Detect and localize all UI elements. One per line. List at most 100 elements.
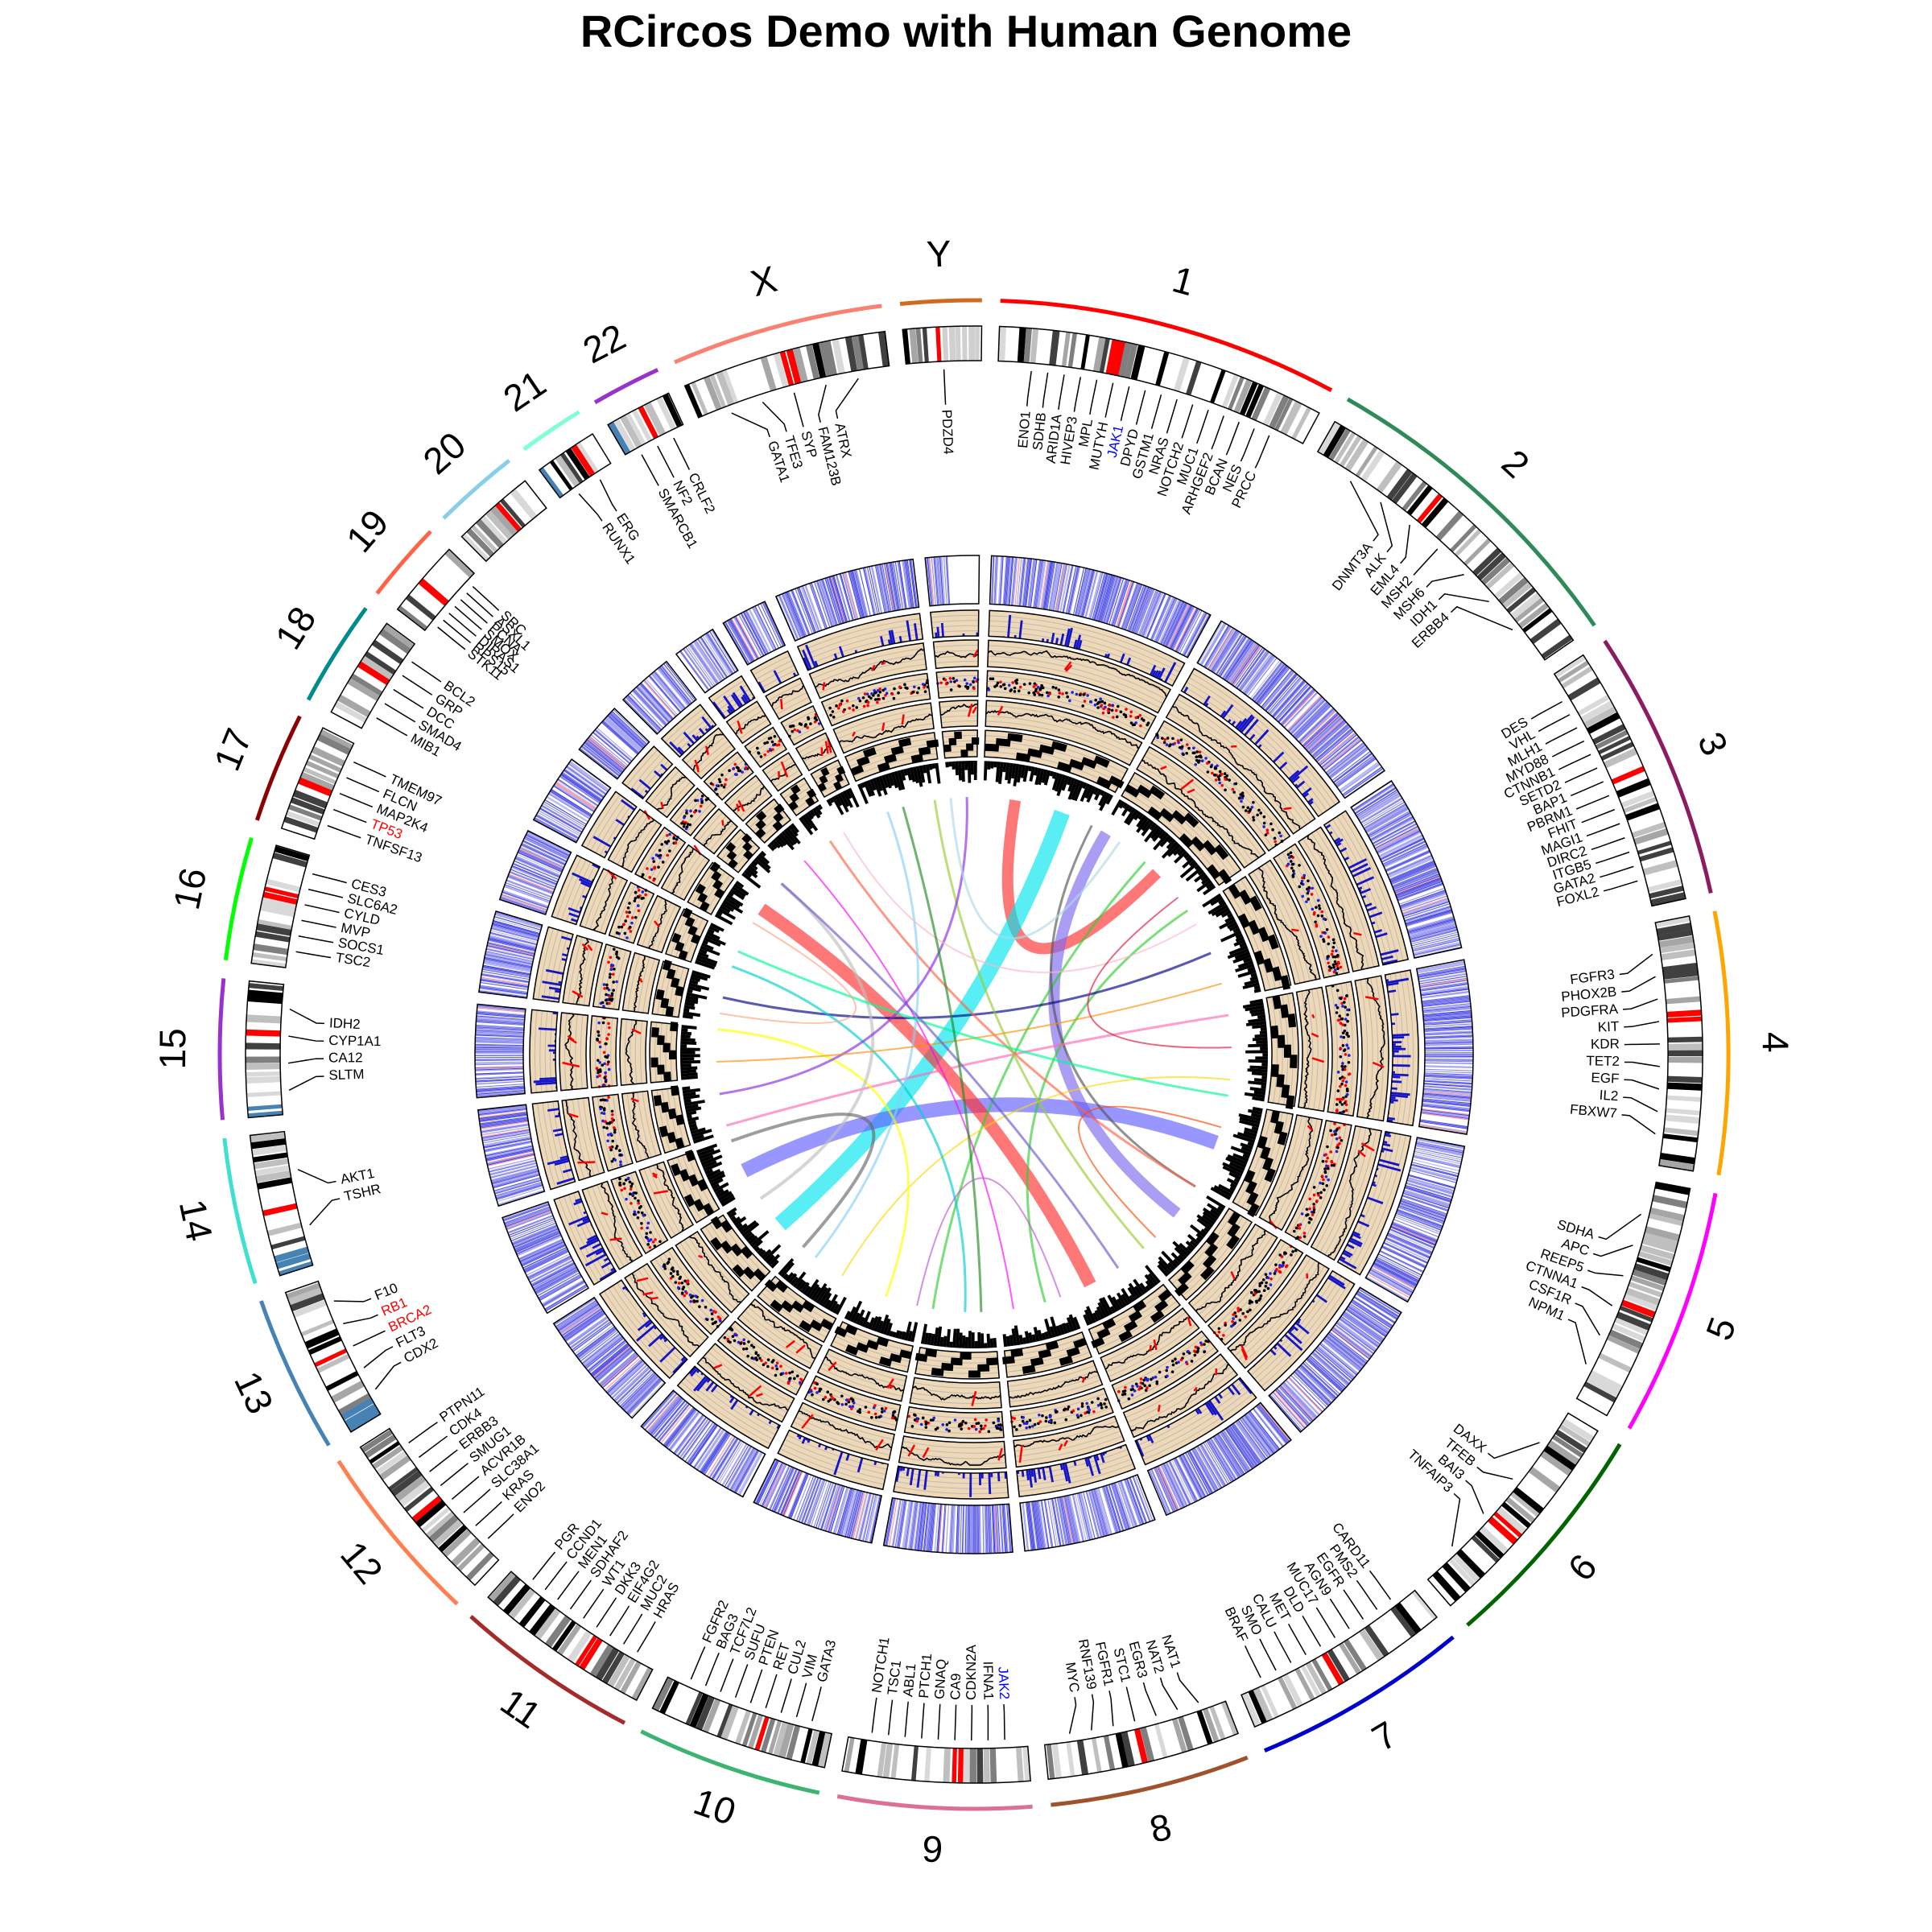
ideogram-outline-15 [245,980,285,1119]
heatmap-cell [487,942,535,954]
scatter-point [964,1421,968,1425]
heatmap-cell [603,720,640,753]
ideogram-outline-y [902,325,983,365]
heatmap-cell [1387,1234,1432,1255]
scatter-point [1320,914,1324,918]
scatter-point [1211,771,1214,775]
heatmap-cell [605,1358,642,1393]
histogram-bar [659,1346,676,1363]
heatmap-cell [475,1032,524,1036]
ideogram-band [266,878,301,893]
heatmap-cell [1049,562,1059,611]
heatmap-cell [1137,589,1157,635]
scatter-point [714,1320,718,1323]
hist-outer-outline-20 [660,704,717,758]
heatmap-cell [538,810,581,835]
ideogram-outline-1 [997,325,1320,444]
ideogram-band [1376,460,1402,493]
heatmap-outline-6 [1268,1286,1402,1434]
heatmap-cell [1223,638,1251,679]
heatmap-cell [520,1241,565,1263]
heatmap-cell [658,667,690,706]
hist-outer-outline-8 [1016,1443,1137,1497]
heatmap-cell [1422,996,1470,1003]
ideogram-band [890,1744,900,1779]
heatmap-cell [1239,650,1269,691]
heatmap-cell [1411,935,1459,948]
heatmap-cell [1161,1463,1183,1509]
heatmap-cell [1293,701,1328,737]
histogram-bar [599,1269,617,1282]
heatmap-cell [475,1030,524,1034]
ideogram-outline-5 [1575,1181,1691,1417]
hist-outer-grid [896,1476,1008,1484]
heatmap-cell [1381,841,1426,863]
scatter-point [1051,685,1055,689]
histogram-bar [648,1333,663,1348]
histogram-bar [916,1469,922,1488]
heatmap-cell [512,1224,558,1245]
heatmap-cell [584,741,623,773]
scatter-point [1139,724,1142,728]
heatmap-cell [1312,724,1350,758]
heatmap-cell [1110,1484,1126,1530]
heatmap-cell [475,1038,524,1041]
heatmap-cell [865,567,877,615]
heatmap-cell [1154,1468,1174,1513]
scatter-point [1191,751,1195,755]
heatmap-cell [479,987,528,995]
ideogram-band [1616,778,1651,798]
heatmap-cell [533,1265,576,1290]
heatmap-cell [839,1488,853,1536]
heatmap-cell [1010,557,1016,605]
heatmap-cell [1380,837,1424,860]
ideogram-outline-12 [359,1427,500,1587]
heatmap-cell [1314,1350,1352,1383]
heatmap-cell [1402,1192,1450,1209]
heatmap-cell [1227,1426,1256,1468]
hist-outer-grid [1191,672,1336,805]
heatmap-cell [519,846,565,868]
heatmap-cell [1059,564,1070,613]
scatter-point [1293,1229,1296,1233]
scatter-point [1182,1352,1186,1356]
ideogram-band [259,903,295,918]
heatmap-cell [505,1208,551,1226]
heatmap-cell [558,1303,599,1331]
hist-outer-grid [552,1101,571,1183]
gene-connector [1581,1286,1613,1307]
heatmap-cell [1108,1484,1124,1532]
scatter-point [712,1310,716,1313]
ideogram-band [741,1712,758,1747]
gene-connector [288,1075,324,1091]
heatmap-cell [1226,1427,1255,1468]
heatmap-cell [1405,1186,1452,1201]
heatmap-cell [476,1021,525,1026]
heatmap-cell [1276,1388,1310,1425]
line-track-1-highlight [1360,1142,1375,1152]
ideogram-band [1558,1423,1591,1447]
ideogram-band [1554,1429,1587,1454]
heatmap-cell [513,1226,558,1246]
heatmap-cell [783,592,803,638]
heatmap-cell [1399,890,1446,906]
histogram-bar [705,1381,715,1392]
scatter-point [1286,852,1290,857]
scatter-point [680,1281,684,1285]
scatter-grid [1161,724,1286,840]
heatmap-cell [475,1075,524,1079]
heatmap-cell [1234,647,1264,687]
heatmap-cell [1257,666,1289,705]
scatter-point [598,1045,602,1049]
heatmap-cell [1083,570,1096,617]
scatter-point [607,1060,610,1063]
scatter-point [1296,1236,1300,1239]
heatmap-cell [1221,1430,1249,1472]
heatmap-cell [1295,704,1331,740]
scatter-point [674,1281,678,1284]
ideogram-band [983,1748,990,1783]
gene-connector [1240,428,1255,462]
scatter-point [1321,1182,1325,1186]
scatter-point [1340,1103,1344,1106]
gene-connector [463,1488,491,1513]
